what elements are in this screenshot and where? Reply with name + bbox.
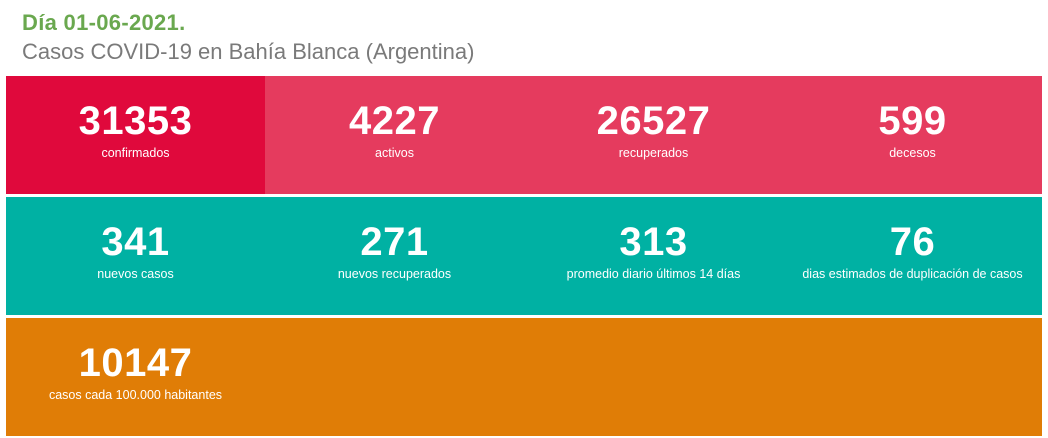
stat-card-promedio-diario: 313 promedio diario últimos 14 días: [524, 197, 783, 315]
stat-card-nuevos-casos: 341 nuevos casos: [6, 197, 265, 315]
stat-label: promedio diario últimos 14 días: [566, 267, 741, 281]
stat-label: confirmados: [101, 146, 170, 160]
stat-label: activos: [375, 146, 414, 160]
stat-value: 76: [889, 220, 936, 264]
stat-value: 599: [878, 99, 947, 143]
rate-row: 10147 casos cada 100.000 habitantes: [6, 318, 1042, 436]
stat-label: nuevos recuperados: [337, 267, 452, 281]
date-title: Día 01-06-2021.: [22, 10, 186, 35]
stat-value: 313: [619, 220, 688, 264]
stat-card-confirmados: 31353 confirmados: [6, 76, 265, 194]
stat-card-decesos: 599 decesos: [783, 76, 1042, 194]
stat-label: dias estimados de duplicación de casos: [802, 267, 1023, 281]
daily-row: 341 nuevos casos 271 nuevos recuperados …: [6, 197, 1042, 315]
stat-value: 271: [360, 220, 429, 264]
stat-label: nuevos casos: [97, 267, 174, 281]
stat-card-recuperados: 26527 recuperados: [524, 76, 783, 194]
page-subtitle: Casos COVID-19 en Bahía Blanca (Argentin…: [22, 39, 475, 64]
stat-value: 4227: [349, 99, 440, 143]
stat-label: casos cada 100.000 habitantes: [48, 388, 223, 402]
stat-card-casos-cada-100000: 10147 casos cada 100.000 habitantes: [6, 318, 265, 436]
stat-value: 26527: [596, 99, 711, 143]
summary-row: 31353 confirmados 4227 activos 26527 rec…: [6, 76, 1042, 194]
stat-label: decesos: [889, 146, 936, 160]
stat-value: 341: [101, 220, 170, 264]
stat-value: 10147: [78, 341, 193, 385]
stat-card-activos: 4227 activos: [265, 76, 524, 194]
stat-card-nuevos-recuperados: 271 nuevos recuperados: [265, 197, 524, 315]
stat-value: 31353: [78, 99, 193, 143]
stat-label: recuperados: [618, 146, 689, 160]
stat-card-duplicacion: 76 dias estimados de duplicación de caso…: [783, 197, 1042, 315]
